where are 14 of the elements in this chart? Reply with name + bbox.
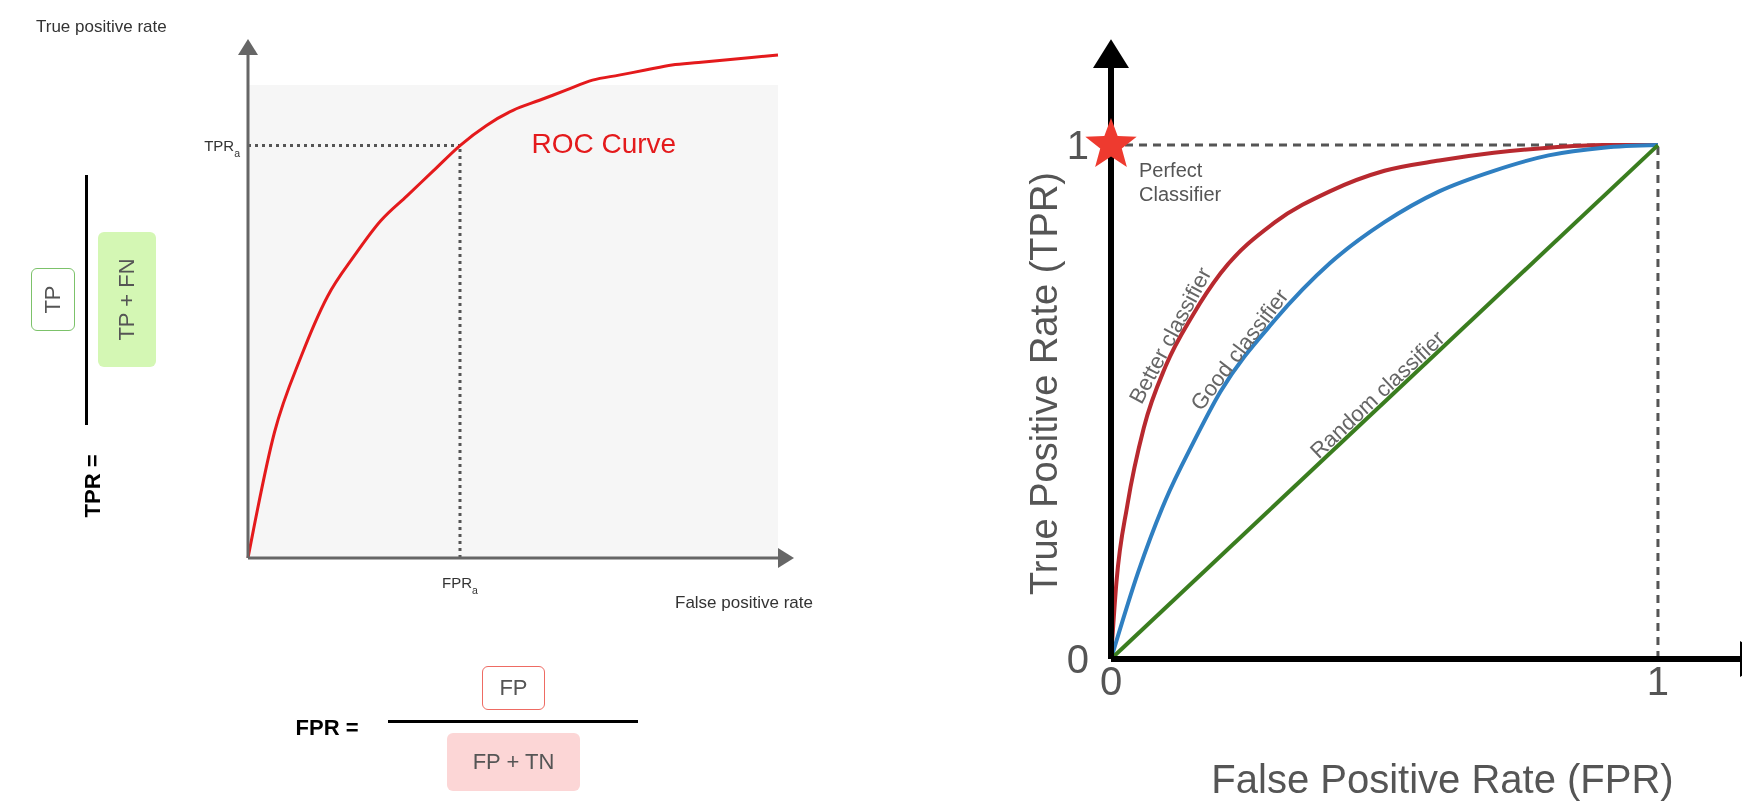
text: TP + FN (97, 232, 156, 367)
text: TP (30, 268, 75, 331)
y-axis-title: True positive rate (36, 17, 167, 36)
text: FPR$_{a}$ (442, 574, 479, 596)
text: FP (482, 665, 545, 710)
series-label: ROC Curve (531, 128, 677, 160)
text: FP + TN (446, 732, 581, 791)
y-axis-title: True Positive Rate (TPR) (1023, 171, 1065, 596)
text: TPR = (80, 454, 106, 518)
series-label: Perfect Classifier (1139, 159, 1222, 206)
text: FPR = (295, 715, 359, 741)
x-axis-title: False positive rate (675, 593, 813, 612)
ref-line-label: TPR$_{a}$ (204, 136, 241, 159)
x-axis-title: False Positive Rate (FPR) (1211, 757, 1674, 801)
